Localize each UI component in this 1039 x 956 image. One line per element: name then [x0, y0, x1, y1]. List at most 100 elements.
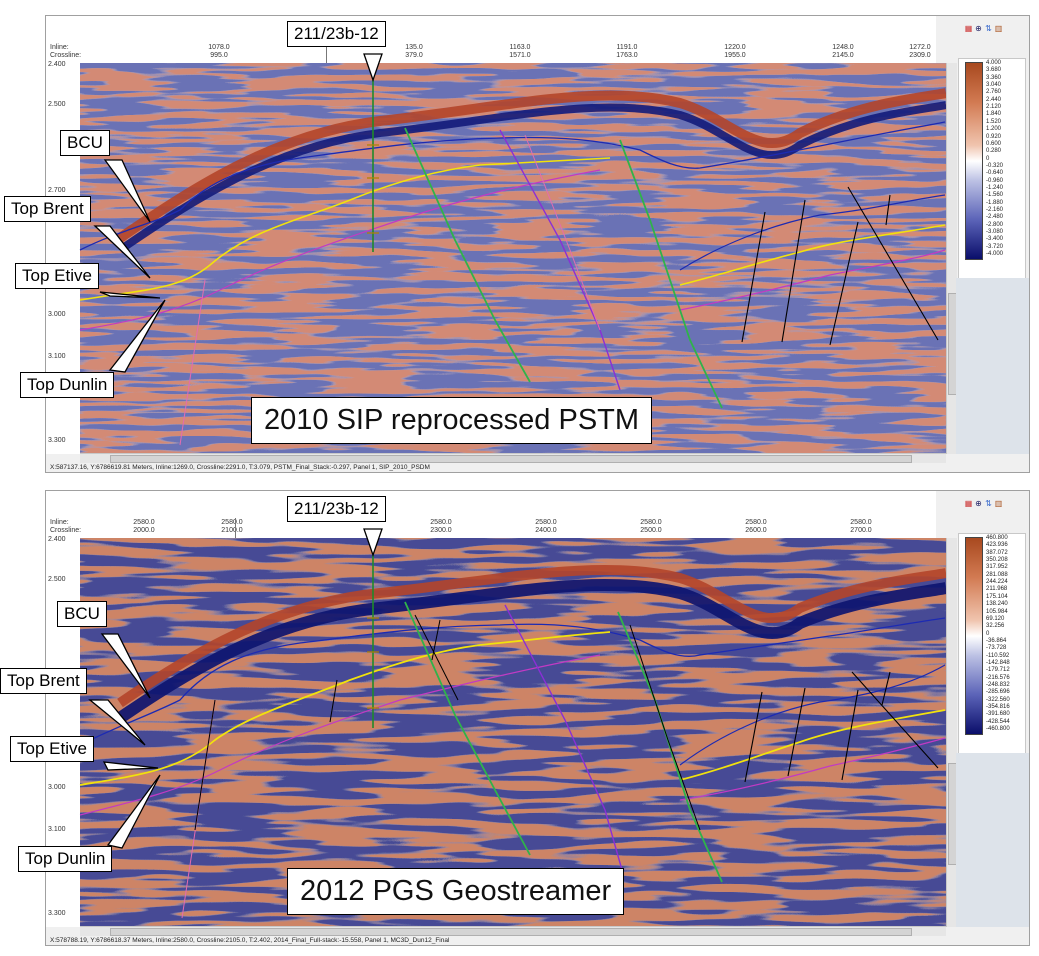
- colorbar-value: -2.160: [986, 207, 1004, 213]
- status-bar: X:587137.16, Y:6786619.81 Meters, Inline…: [46, 463, 1029, 472]
- colorbar-value: 69.120: [986, 615, 1005, 622]
- colorbar-value: 105.984: [986, 608, 1008, 615]
- inline-value: 2580.0: [535, 519, 557, 526]
- colorbar-value: -73.728: [986, 645, 1007, 652]
- crossline-value: 2309.0: [909, 52, 931, 59]
- colorbar-value: 0.280: [986, 148, 1002, 155]
- colorbar-value: 175.104: [986, 593, 1008, 600]
- crossline-value: 2145.0: [832, 52, 854, 59]
- time-tick: 3.300: [48, 910, 66, 917]
- colorbar-value: 4.000: [986, 60, 1002, 66]
- crossline-value: 1955.0: [724, 52, 746, 59]
- colorbar-value: -0.960: [986, 177, 1004, 184]
- scroll-thumb[interactable]: [110, 928, 912, 936]
- colorbar: 4.000 3.680 3.360 3.040 2.760 2.440 2.120 1.840…: [958, 58, 1026, 280]
- side-pane: [956, 278, 1029, 454]
- time-tick: 2.400: [48, 536, 66, 543]
- inline-value: 1248.0: [832, 44, 854, 51]
- colorbar-value: -248.832: [986, 682, 1010, 688]
- colorbar-value: -391.680: [986, 711, 1010, 718]
- levels-icon[interactable]: ▥: [994, 499, 1003, 508]
- scroll-thumb[interactable]: [110, 455, 912, 463]
- colorbar-value: 2.440: [986, 96, 1002, 103]
- colorbar-value: 0: [986, 155, 990, 162]
- colorbar-value: 2.760: [986, 89, 1002, 96]
- inline-value: 1078.0: [208, 44, 230, 51]
- colorbar-value: -1.880: [986, 199, 1004, 206]
- colorbar-value: -285.696: [986, 689, 1010, 696]
- top-brent-callout: Top Brent: [4, 196, 91, 222]
- horizontal-scrollbar[interactable]: [80, 926, 946, 936]
- colorbar-value: 2.120: [986, 104, 1002, 111]
- colorbar-value: 350.208: [986, 557, 1008, 564]
- crossline-label: Crossline:: [50, 527, 82, 534]
- well-callout: 211/23b-12: [287, 21, 386, 47]
- colorbar-value: 1.840: [986, 111, 1002, 118]
- horizontal-scrollbar[interactable]: [80, 453, 946, 463]
- colorbar-value: -3.080: [986, 229, 1004, 236]
- crossline-value: 2300.0: [430, 527, 452, 534]
- section-header: Inline: Crossline: 1078.0 995.0 135.0 37…: [46, 16, 936, 64]
- colorbar-value: -1.560: [986, 192, 1004, 199]
- colorbar-value: -2.800: [986, 221, 1004, 228]
- colorbar-value: 3.360: [986, 74, 1002, 81]
- colorbar-gradient: [965, 62, 983, 260]
- bcu-callout: BCU: [57, 601, 107, 627]
- crossline-value: 2700.0: [850, 527, 872, 534]
- time-tick: 2.400: [48, 61, 66, 68]
- top-etive-callout: Top Etive: [10, 736, 94, 762]
- colorbar-value: -4.000: [986, 251, 1004, 258]
- colorbar-value: -354.816: [986, 704, 1010, 711]
- inline-label: Inline:: [50, 519, 69, 526]
- crossline-value: 2400.0: [535, 527, 557, 534]
- header-tick: [235, 518, 236, 538]
- time-tick: 3.100: [48, 826, 66, 833]
- colorbar-value: -110.592: [986, 652, 1010, 659]
- time-tick: 3.100: [48, 353, 66, 360]
- side-pane: [956, 753, 1029, 927]
- header-tick: [326, 43, 327, 63]
- inline-value: 1191.0: [616, 44, 638, 51]
- palette-icon[interactable]: ▦: [964, 24, 973, 33]
- colorbar-value: 211.968: [986, 586, 1008, 593]
- crossline-label: Crossline:: [50, 52, 82, 59]
- inline-value: 2580.0: [133, 519, 155, 526]
- colorbar: 460.800 423.936 387.072 350.208 317.952 281.0…: [958, 533, 1026, 755]
- top-dunlin-callout: Top Dunlin: [18, 846, 113, 872]
- colorbar-value: -3.720: [986, 243, 1004, 250]
- display-toolbar: ▦ ⊕ ⇅ ▥: [964, 18, 1024, 38]
- colorbar-value: -216.576: [986, 674, 1010, 681]
- sort-icon[interactable]: ⇅: [985, 499, 992, 508]
- inline-value: 2580.0: [745, 519, 767, 526]
- bcu-callout: BCU: [60, 130, 110, 156]
- top-etive-callout: Top Etive: [15, 263, 99, 289]
- inline-value: 1272.0: [909, 44, 931, 51]
- top-brent-callout: Top Brent: [0, 668, 87, 694]
- colorbar-value: -142.848: [986, 659, 1010, 666]
- colorbar-value: -2.480: [986, 214, 1004, 221]
- inline-value: 1220.0: [724, 44, 746, 51]
- inline-value: 2580.0: [221, 519, 243, 526]
- palette-icon[interactable]: ▦: [964, 499, 973, 508]
- colorbar-value: 281.088: [986, 571, 1008, 578]
- sort-icon[interactable]: ⇅: [985, 24, 992, 33]
- seismic-section[interactable]: [80, 63, 946, 456]
- colorbar-value: -322.560: [986, 696, 1010, 703]
- top-dunlin-callout: Top Dunlin: [20, 372, 115, 398]
- inline-value: 2580.0: [640, 519, 662, 526]
- crossline-value: 1763.0: [616, 52, 638, 59]
- section-header: Inline: Crossline: 2580.0 2000.0 2580.0 …: [46, 491, 936, 539]
- zoom-icon[interactable]: ⊕: [975, 24, 982, 33]
- crossline-value: 379.0: [405, 52, 423, 59]
- time-tick: 2.500: [48, 101, 66, 108]
- colorbar-value: 0.920: [986, 133, 1002, 140]
- colorbar-value: -0.640: [986, 170, 1004, 177]
- levels-icon[interactable]: ▥: [994, 24, 1003, 33]
- colorbar-value: 0: [986, 630, 990, 637]
- colorbar-value: -428.544: [986, 718, 1010, 725]
- time-tick: 2.700: [48, 187, 66, 194]
- time-tick: 3.000: [48, 311, 66, 318]
- colorbar-value: 387.072: [986, 549, 1008, 556]
- zoom-icon[interactable]: ⊕: [975, 499, 982, 508]
- crossline-value: 2000.0: [133, 527, 155, 534]
